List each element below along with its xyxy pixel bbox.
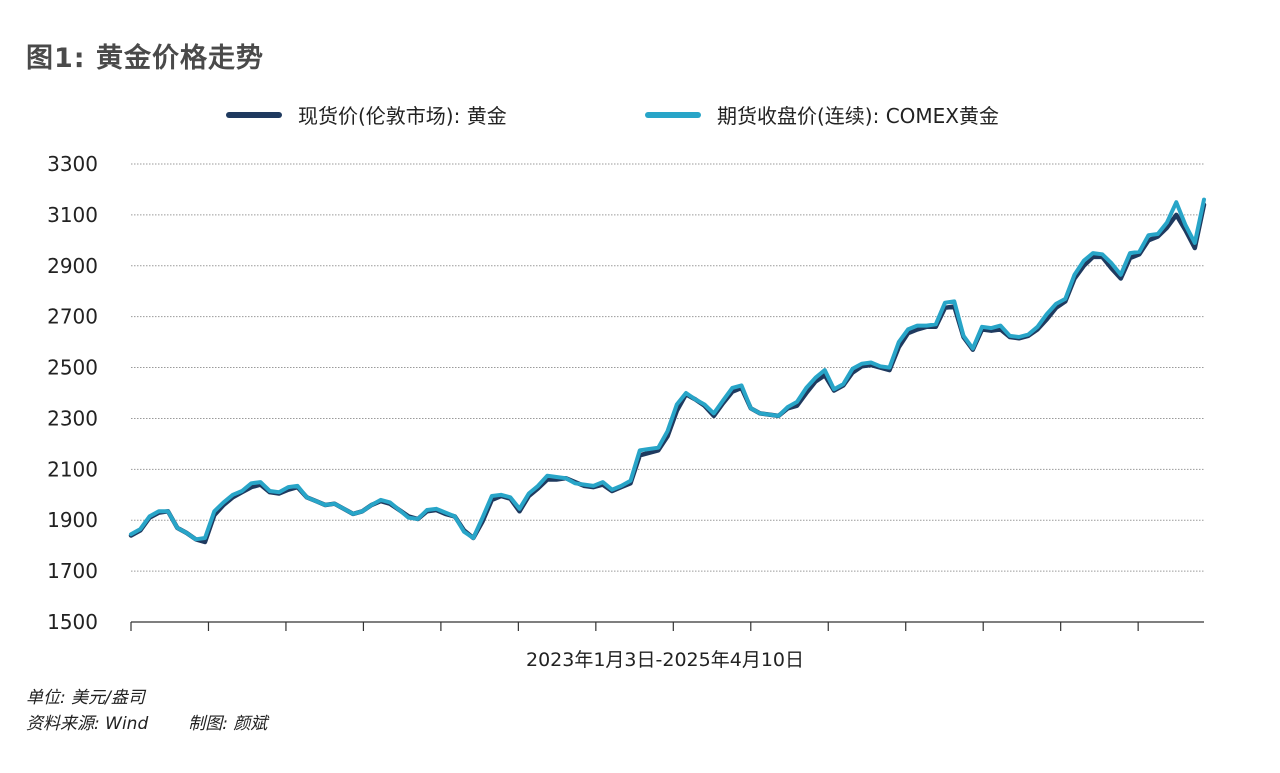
x-axis-caption: 2023年1月3日-2025年4月10日: [525, 649, 804, 671]
y-tick-label: 2500: [47, 356, 98, 380]
series-line-futures: [129, 197, 1206, 542]
y-tick-label: 2900: [47, 254, 98, 278]
source-note: 资料来源: Wind 制图: 颜斌: [26, 709, 267, 734]
y-tick-label: 1700: [47, 559, 98, 583]
source-text: 资料来源: Wind: [26, 714, 149, 734]
author-text: 制图: 颜斌: [188, 714, 268, 734]
y-tick-label: 3100: [47, 203, 98, 227]
legend: 现货价(伦敦市场): 黄金 期货收盘价(连续): COMEX黄金: [0, 100, 1280, 130]
chart-title: 图1: 黄金价格走势: [26, 43, 264, 74]
legend-label-futures: 期货收盘价(连续): COMEX黄金: [717, 104, 1000, 128]
unit-note: 单位: 美元/盎司: [26, 688, 145, 708]
y-tick-label: 1900: [47, 508, 98, 532]
y-tick-label: 3300: [47, 152, 98, 176]
legend-swatch-futures: [645, 111, 701, 118]
legend-swatch-spot: [226, 111, 282, 118]
y-tick-label: 1500: [47, 610, 98, 634]
legend-item-spot: 现货价(伦敦市场): 黄金: [226, 100, 507, 129]
y-tick-label: 2700: [47, 305, 98, 329]
series-line-spot: [128, 202, 1207, 545]
legend-item-futures: 期货收盘价(连续): COMEX黄金: [645, 100, 999, 129]
legend-label-spot: 现货价(伦敦市场): 黄金: [298, 104, 507, 128]
y-tick-label: 2300: [47, 406, 98, 430]
y-tick-label: 2100: [47, 457, 98, 481]
